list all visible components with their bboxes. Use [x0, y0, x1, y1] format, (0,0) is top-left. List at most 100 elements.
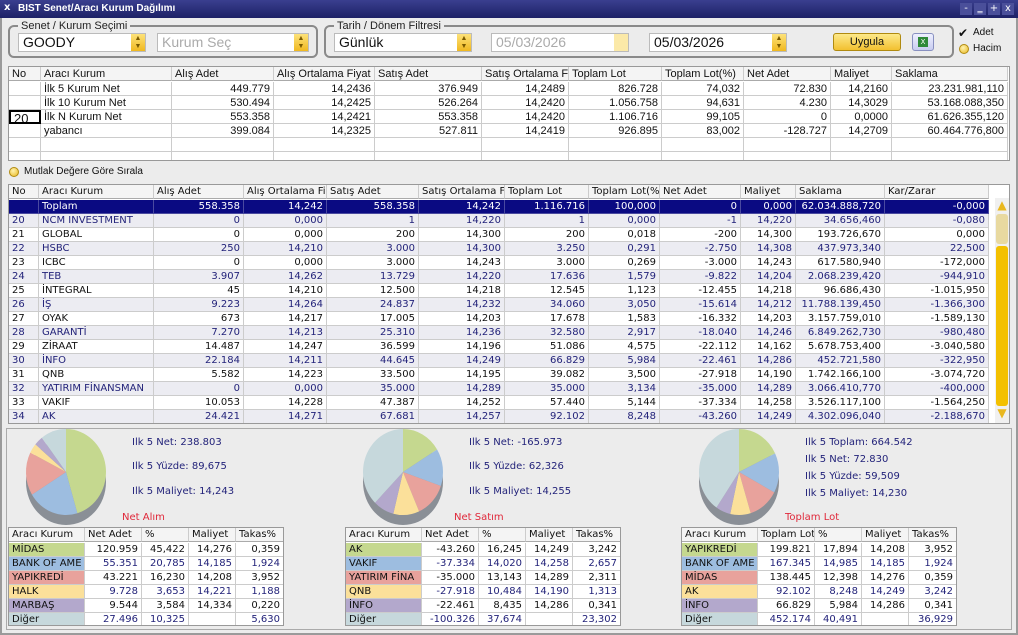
table-row[interactable]: İlk 10 Kurum Net 530.494 14,2425 526.264 14,… [9, 96, 1008, 110]
table-row[interactable]: AK -43.260 16,245 14,249 3,242 [346, 543, 620, 557]
table-cell: -1.366,300 [885, 298, 989, 312]
table-cell: 14,289 [419, 382, 505, 396]
table-row[interactable]: Diğer 452.174 40,491 36,929 [682, 613, 956, 625]
table-cell: 1,313 [573, 585, 620, 599]
table-header[interactable]: Aracı Kurum Net Adet% Maliyet Takas% [9, 528, 283, 542]
scroll-track-upper[interactable] [996, 214, 1008, 244]
table-row[interactable] [9, 152, 1008, 160]
date-group-label: Tarih / Dönem Filtresi [337, 20, 441, 32]
table-cell: 14,210 [244, 242, 327, 256]
table-cell: 14,334 [189, 599, 236, 613]
table-row[interactable]: QNB -27.918 10,484 14,190 1,313 [346, 585, 620, 599]
table-row[interactable]: VAKIF -37.334 14,020 14,258 2,657 [346, 557, 620, 571]
restore-button[interactable]: ‗ [974, 3, 986, 15]
pie-slice [730, 472, 751, 515]
scroll-thumb[interactable] [996, 246, 1008, 406]
close-icon[interactable]: x [4, 2, 11, 13]
table-row[interactable]: 30 İNFO 22.184 14,211 44.645 14,249 66.829 5,98… [9, 354, 989, 368]
table-row[interactable]: BANK OF AME 55.351 20,785 14,185 1,924 [9, 557, 283, 571]
table-cell: 0 [660, 200, 741, 214]
table-row[interactable]: 20 NCM INVESTMENT 0 0,000 1 14,220 1 0,000 -1 14,… [9, 214, 989, 228]
end-date-field[interactable]: 05/03/2026 ▲ ▼ [649, 33, 787, 52]
table-row[interactable]: HALK 9.728 3,653 14,221 1,188 [9, 585, 283, 599]
column-header: Maliyet [189, 528, 236, 542]
table-row[interactable]: BANK OF AME 167.345 14,985 14,185 1,924 [682, 557, 956, 571]
table-cell: 0,000 [741, 200, 796, 214]
broker-table-scrollbar[interactable]: ▲ ▼ [995, 198, 1009, 423]
sort-absolute-radio[interactable] [9, 167, 19, 177]
table-cell: 14,3029 [831, 96, 892, 110]
table-row[interactable]: MARBAŞ 9.544 3,584 14,334 0,220 [9, 599, 283, 613]
table-row[interactable]: 23 ICBC 0 0,000 3.000 14,243 3.000 0,269 -3.000 1… [9, 256, 989, 270]
table-header[interactable]: Aracı Kurum Toplam Lot% Maliyet Takas% [682, 528, 956, 542]
minimize-button[interactable]: - [960, 3, 972, 15]
table-cell: 14,2436 [274, 82, 375, 96]
excel-export-button[interactable]: X [912, 33, 934, 51]
table-cell: 14,242 [244, 200, 327, 214]
start-date-field[interactable]: 05/03/2026 [491, 33, 629, 52]
table-row[interactable]: İNFO -22.461 8,435 14,286 0,341 [346, 599, 620, 613]
close-button[interactable]: x [1002, 3, 1014, 15]
scroll-down-icon[interactable]: ▼ [997, 406, 1007, 420]
broker-select[interactable]: Kurum Seç ▲ ▼ [157, 33, 309, 52]
apply-button[interactable]: Uygula [833, 33, 901, 51]
maximize-button[interactable]: + [988, 3, 1000, 15]
table-row[interactable]: 34 AK 24.421 14,271 67.681 14,257 92.102 8,248-… [9, 410, 989, 423]
table-cell: -3.040,580 [885, 340, 989, 354]
table-row[interactable]: AK 92.102 8,248 14,249 3,242 [682, 585, 956, 599]
table-row[interactable]: 29 ZİRAAT 14.487 14,247 36.599 14,196 51.086 4,… [9, 340, 989, 354]
table-row[interactable]: MİDAS 120.959 45,422 14,276 0,359 [9, 543, 283, 557]
table-cell: 553.358 [172, 110, 274, 124]
table-cell [172, 138, 274, 152]
table-row[interactable]: Diğer 27.496 10,325 5,630 [9, 613, 283, 625]
table-row[interactable]: Diğer -100.326 37,674 23,302 [346, 613, 620, 625]
table-cell: 1,188 [236, 585, 283, 599]
table-header[interactable]: Aracı Kurum Net Adet% Maliyet Takas% [346, 528, 620, 542]
scroll-up-icon[interactable]: ▲ [997, 198, 1007, 212]
pie-slice [716, 472, 739, 514]
table-cell: BANK OF AME [682, 557, 758, 571]
table-cell [662, 138, 744, 152]
table-row[interactable]: 33 VAKIF 10.053 14,228 47.387 14,252 57.440 5,1… [9, 396, 989, 410]
table-header[interactable]: No Aracı Kurum Alış Adet Alış Ortalama Fiya… [9, 67, 1008, 81]
table-row[interactable]: 20 İlk N Kurum Net 553.358 14,2421 553.358 14… [9, 110, 1008, 124]
table-cell: 14,249 [526, 543, 573, 557]
table-row[interactable]: 32 YATIRIM FİNANSMAN 0 0,000 35.000 14,289 35.… [9, 382, 989, 396]
hacim-radio[interactable] [959, 44, 969, 54]
stock-select[interactable]: GOODY ▲ ▼ [18, 33, 146, 52]
hacim-label: Hacim [973, 43, 1002, 54]
table-cell: Diğer [9, 613, 85, 625]
adet-checkbox[interactable]: ✔ [958, 26, 969, 40]
table-row[interactable]: yabancı 399.084 14,2325 527.811 14,2419 926.8… [9, 124, 1008, 138]
table-row[interactable]: YATIRIM FİNA -35.000 13,143 14,289 2,311 [346, 571, 620, 585]
table-cell: AK [346, 543, 422, 557]
table-cell: 14,246 [741, 326, 796, 340]
table-cell: 35.000 [505, 382, 589, 396]
table-row[interactable]: 27 OYAK 673 14,217 17.005 14,203 17.678 1,583 -1… [9, 312, 989, 326]
table-header[interactable]: No Aracı Kurum Alış Adet Alış Ortalama Fiy S… [9, 185, 989, 199]
table-row[interactable]: 24 TEB 3.907 14,262 13.729 14,220 17.636 1,579-… [9, 270, 989, 284]
table-cell: 200 [505, 228, 589, 242]
table-row[interactable]: İlk 5 Kurum Net 449.779 14,2436 376.949 14,2… [9, 82, 1008, 96]
table-row[interactable]: MİDAS 138.445 12,398 14,276 0,359 [682, 571, 956, 585]
table-row[interactable]: 31 QNB 5.582 14,223 33.500 14,195 39.082 3,500-… [9, 368, 989, 382]
table-row[interactable]: 22 HSBC 250 14,210 3.000 14,300 3.250 0,291 -2.7… [9, 242, 989, 256]
table-cell: -322,950 [885, 354, 989, 368]
period-select[interactable]: Günlük ▲ ▼ [334, 33, 472, 52]
table-row[interactable]: 25 İNTEGRAL 45 14,210 12.500 14,218 12.545 1,12… [9, 284, 989, 298]
table-row[interactable]: 21 GLOBAL 0 0,000 200 14,300 200 0,018 -200 14,30… [9, 228, 989, 242]
table-row[interactable]: İNFO 66.829 5,984 14,286 0,341 [682, 599, 956, 613]
date-filter-group: Tarih / Dönem Filtresi [324, 20, 954, 58]
table-row[interactable]: Toplam 558.358 14,242 558.358 14,242 1.116.71… [9, 200, 989, 214]
table-cell: 14,221 [189, 585, 236, 599]
table-cell: -37.334 [660, 396, 741, 410]
table-row[interactable]: 26 İŞ 9.223 14,264 24.837 14,232 34.060 3,050 -1… [9, 298, 989, 312]
table-cell: 0 [744, 110, 831, 124]
table-cell: 0 [154, 214, 244, 228]
table-cell: 558.358 [327, 200, 419, 214]
table-row[interactable]: YAPIKREDİ 43.221 16,230 14,208 3,952 [9, 571, 283, 585]
table-row[interactable]: 28 GARANTİ 7.270 14,213 25.310 14,236 32.580 2,… [9, 326, 989, 340]
table-row[interactable]: YAPIKREDİ 199.821 17,894 14,208 3,952 [682, 543, 956, 557]
table-row[interactable] [9, 138, 1008, 152]
table-cell [375, 152, 482, 160]
